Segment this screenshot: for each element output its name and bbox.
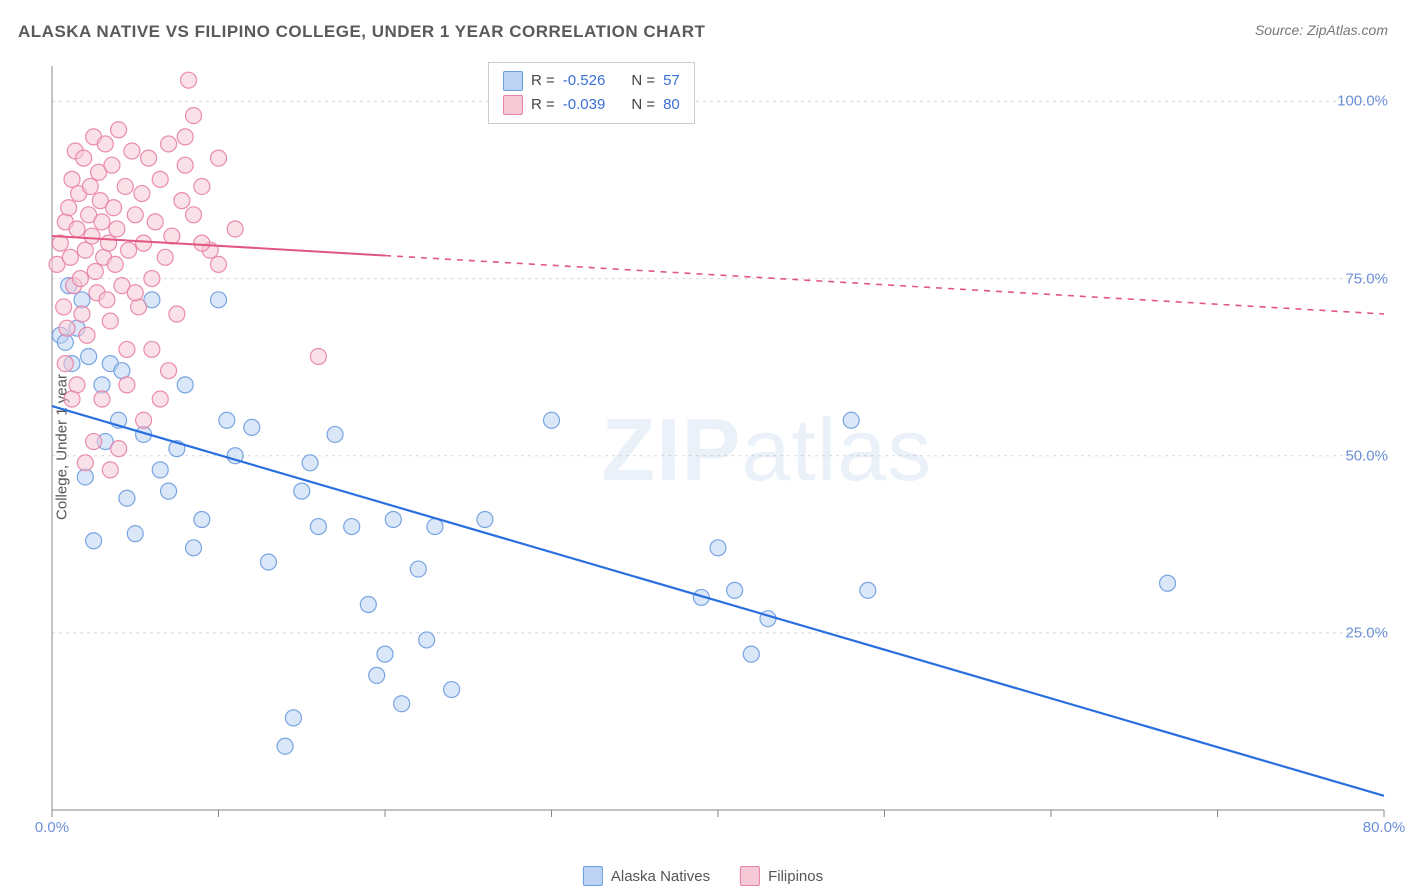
- plot-area: College, Under 1 year ZIPatlas 25.0%50.0…: [48, 58, 1388, 836]
- legend-label: Alaska Natives: [611, 868, 710, 885]
- legend-swatch: [583, 866, 603, 886]
- stats-row: R = -0.039 N = 80: [503, 93, 680, 117]
- x-tick-label: 0.0%: [35, 819, 69, 836]
- legend-swatch: [740, 866, 760, 886]
- r-label: R =: [531, 93, 555, 117]
- bottom-legend: Alaska Natives Filipinos: [583, 866, 823, 886]
- r-value: -0.526: [563, 69, 606, 93]
- legend-item: Filipinos: [740, 866, 823, 886]
- legend-label: Filipinos: [768, 868, 823, 885]
- r-label: R =: [531, 69, 555, 93]
- page-root: ALASKA NATIVE VS FILIPINO COLLEGE, UNDER…: [0, 0, 1406, 892]
- legend-item: Alaska Natives: [583, 866, 710, 886]
- r-value: -0.039: [563, 93, 606, 117]
- n-label: N =: [631, 69, 655, 93]
- x-tick-labels: 0.0%80.0%: [48, 58, 1388, 836]
- stats-row: R = -0.526 N = 57: [503, 69, 680, 93]
- x-tick-label: 80.0%: [1363, 819, 1406, 836]
- chart-source: Source: ZipAtlas.com: [1255, 22, 1388, 38]
- n-value: 57: [663, 69, 680, 93]
- stats-swatch: [503, 95, 523, 115]
- n-label: N =: [631, 93, 655, 117]
- n-value: 80: [663, 93, 680, 117]
- chart-title: ALASKA NATIVE VS FILIPINO COLLEGE, UNDER…: [18, 22, 705, 42]
- correlation-stats-box: R = -0.526 N = 57 R = -0.039 N = 80: [488, 62, 695, 124]
- stats-swatch: [503, 71, 523, 91]
